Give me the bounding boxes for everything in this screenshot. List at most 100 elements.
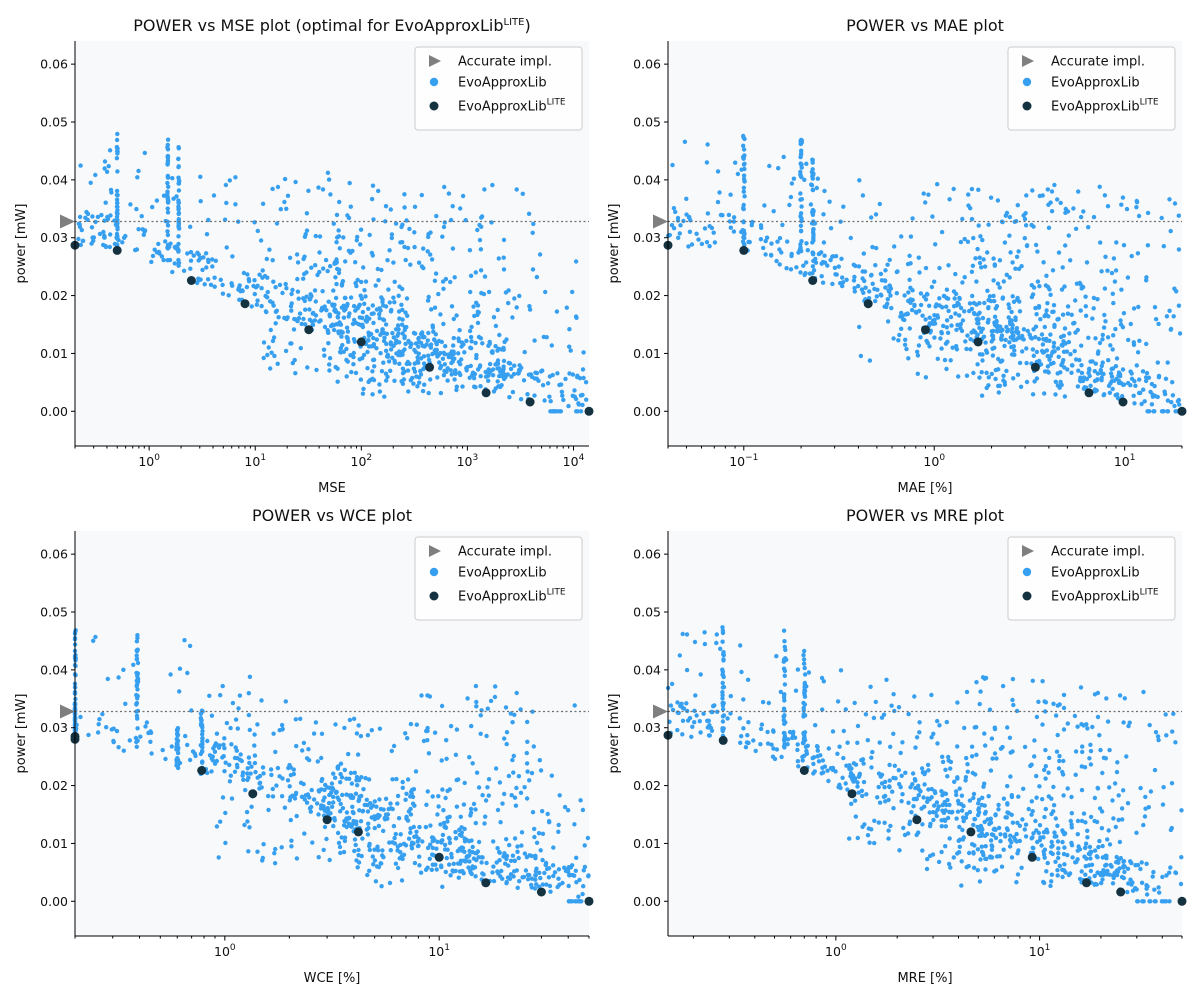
evo-point <box>209 713 215 718</box>
evo-point <box>1121 859 1127 864</box>
evo-point <box>1069 840 1074 846</box>
evo-point <box>496 384 501 389</box>
evo-point <box>183 733 188 739</box>
evo-point <box>788 194 794 200</box>
evo-point <box>259 698 264 703</box>
evo-point <box>822 188 827 194</box>
evo-point <box>950 809 955 815</box>
evo-point <box>316 812 321 817</box>
evo-point <box>313 299 318 304</box>
evo-point <box>393 341 398 346</box>
evo-point <box>954 327 959 332</box>
evo-point <box>474 770 480 775</box>
evo-point <box>550 863 556 868</box>
evo-point <box>397 316 402 321</box>
evo-point <box>885 262 890 267</box>
evo-point <box>903 337 908 342</box>
evo-point <box>387 248 392 253</box>
evo-point <box>967 798 973 803</box>
evo-point <box>1036 699 1041 704</box>
evo-point <box>976 223 981 228</box>
evo-point <box>987 294 993 299</box>
evo-point <box>261 771 266 776</box>
evo-point <box>212 761 218 766</box>
evo-point <box>440 832 446 838</box>
evo-point <box>1067 331 1072 336</box>
evo-point <box>176 200 182 205</box>
evo-point <box>963 339 968 344</box>
evo-point <box>962 309 967 314</box>
evo-point <box>371 320 376 326</box>
evo-point <box>475 227 480 233</box>
evo-point <box>500 801 505 806</box>
evo-point <box>342 308 347 313</box>
evo-point <box>1033 818 1038 824</box>
y-tick-label: 0.00 <box>633 404 661 419</box>
evo-point <box>479 214 485 219</box>
evo-point <box>227 779 233 784</box>
evo-point <box>1050 843 1055 848</box>
chart-title: POWER vs MSE plot (optimal for EvoApprox… <box>133 16 530 35</box>
evo-point <box>501 255 506 260</box>
evo-point <box>138 734 143 739</box>
evo-point <box>375 266 380 272</box>
evo-point <box>356 322 361 327</box>
evo-point <box>271 279 276 284</box>
evo-point <box>959 793 965 798</box>
evo-point <box>1102 392 1107 397</box>
evo-point <box>78 242 84 248</box>
evo-point <box>218 819 223 824</box>
evo-point <box>330 785 335 791</box>
evo-point <box>279 845 284 850</box>
evo-point <box>1056 250 1062 255</box>
evo-point <box>260 201 266 206</box>
evo-point <box>365 809 371 814</box>
evo-point <box>496 256 501 261</box>
evo-point <box>1071 206 1076 211</box>
evo-point <box>927 303 932 308</box>
evo-point <box>205 277 211 282</box>
evo-point <box>160 747 165 753</box>
evo-point <box>196 276 201 281</box>
evo-point <box>892 244 897 249</box>
evo-point <box>994 854 1000 859</box>
evo-point <box>1015 297 1020 302</box>
evo-point <box>810 252 816 257</box>
lite-point <box>481 878 491 888</box>
evo-point <box>493 766 499 771</box>
evo-point <box>852 798 858 803</box>
evo-point <box>398 850 403 855</box>
evo-point <box>142 228 148 233</box>
evo-point <box>1024 379 1030 385</box>
evo-point <box>536 831 542 836</box>
evo-point <box>581 350 586 355</box>
evo-point <box>399 878 405 883</box>
evo-point <box>801 652 806 658</box>
evo-point <box>558 409 564 414</box>
evo-point <box>883 285 888 290</box>
evo-point <box>316 789 322 794</box>
legend-evo-label: EvoApproxLib <box>1051 566 1140 581</box>
evo-point <box>1092 369 1098 374</box>
evo-point <box>977 260 983 266</box>
evo-point <box>175 733 180 738</box>
evo-point <box>910 288 915 293</box>
evo-point <box>337 246 342 251</box>
evo-point <box>377 316 382 321</box>
evo-point <box>909 810 914 815</box>
evo-point <box>741 135 746 140</box>
evo-point <box>883 268 888 273</box>
evo-point <box>386 287 391 292</box>
evo-point <box>415 384 420 389</box>
evo-point <box>445 788 450 794</box>
evo-point <box>364 319 369 324</box>
evo-point <box>1050 309 1055 315</box>
evo-point <box>491 878 497 884</box>
evo-point <box>741 189 746 194</box>
evo-point <box>200 267 205 273</box>
evo-point <box>1029 222 1034 228</box>
evo-point <box>1029 799 1035 804</box>
evo-point <box>1099 880 1104 886</box>
evo-point <box>462 826 467 832</box>
